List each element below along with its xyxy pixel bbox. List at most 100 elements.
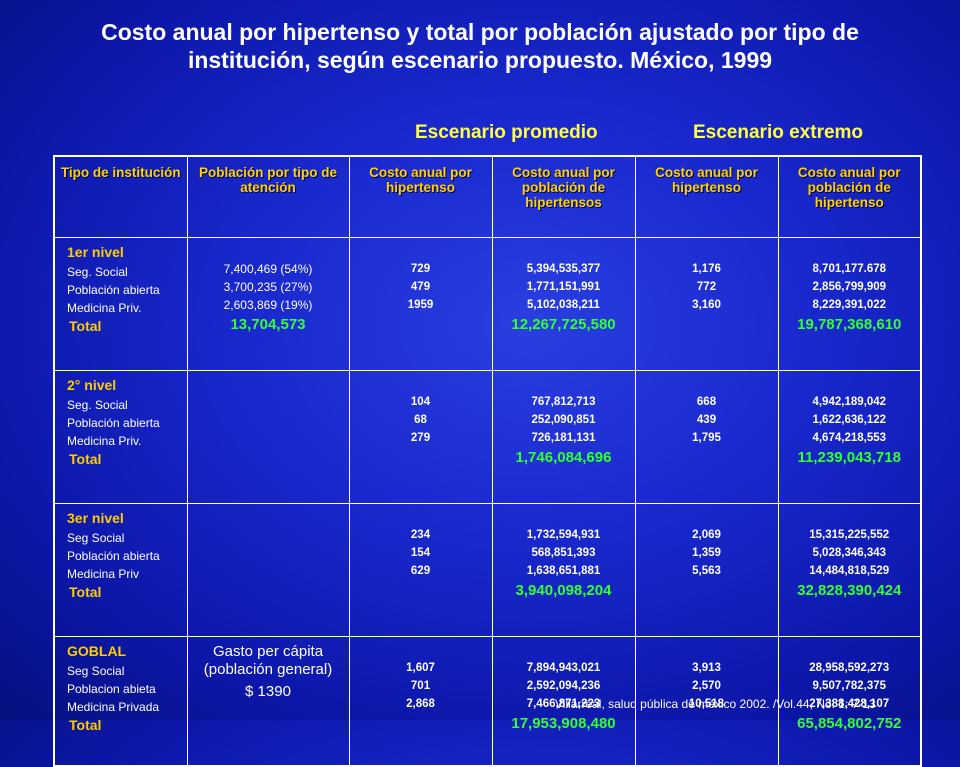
cell-value: 5,394,535,377 — [526, 263, 601, 275]
scenario-promedio-label: Escenario promedio — [415, 122, 598, 143]
prom-costo-cell: 729 479 1959 — [348, 237, 493, 371]
cell-value: 479 — [410, 281, 431, 293]
cell-value: 1,638,651,881 — [526, 565, 601, 577]
table-row-3er-nivel: 3er nivel Seg Social Población abierta M… — [53, 503, 922, 637]
level-cell: 2° nivel Seg. Social Población abierta M… — [53, 370, 188, 504]
cell-value: 1,176 — [692, 263, 721, 275]
cell-total: 19,787,368,610 — [797, 316, 902, 333]
cell-value: 701 — [410, 680, 431, 692]
level-item: Seg Social — [67, 664, 125, 678]
level-total-label: Total — [69, 584, 102, 600]
cell-total: 1,746,084,696 — [515, 449, 612, 466]
cell-value: 154 — [410, 547, 431, 559]
cell-value: 1,622,636,122 — [812, 414, 887, 426]
cell-value: 3,160 — [692, 299, 721, 311]
cell-value: 2,570 — [692, 680, 721, 692]
cell-value: 1,359 — [692, 547, 721, 559]
ext-costo-cell: 2,069 1,359 5,563 — [634, 503, 779, 637]
cell-value: 2,592,094,236 — [526, 680, 601, 692]
cell-value: 2,069 — [692, 529, 721, 541]
ext-costo-cell: 1,176 772 3,160 — [634, 237, 779, 371]
level-item: Seg. Social — [67, 398, 128, 412]
level-item: Poblacion abieta — [67, 682, 156, 696]
cell-value: 439 — [696, 414, 717, 426]
prom-costo-cell: 234 154 629 — [348, 503, 493, 637]
level-item: Población abierta — [67, 549, 160, 563]
level-title: 3er nivel — [67, 510, 124, 526]
level-item: Medicina Priv. — [67, 301, 142, 315]
level-total-label: Total — [69, 451, 102, 467]
cell-value: 7,466,871,223 — [526, 698, 601, 710]
level-total-label: Total — [69, 717, 102, 733]
cell-value: 1,795 — [692, 432, 721, 444]
cell-value: 7,894,943,021 — [526, 662, 601, 674]
prom-pob-cell: 767,812,713 252,090,851 726,181,131 1,74… — [491, 370, 636, 504]
header-row: Tipo de institución Población por tipo d… — [53, 155, 922, 238]
level-item: Medicina Priv. — [67, 434, 142, 448]
header-ext-costo-poblacion: Costo anual por población de hipertenso — [777, 155, 922, 238]
cell-value: 2,868 — [406, 698, 435, 710]
gasto-amount: $ 1390 — [245, 683, 291, 700]
cell-value: 252,090,851 — [531, 414, 596, 426]
cell-value: 8,229,391,022 — [812, 299, 887, 311]
cell-value: 772 — [696, 281, 717, 293]
cell-value: 15,315,225,552 — [809, 529, 890, 541]
cell-total: 17,953,908,480 — [511, 715, 616, 732]
cell-value: 1,771,151,991 — [526, 281, 601, 293]
level-total-label: Total — [69, 318, 102, 334]
cell-total: 11,239,043,718 — [797, 449, 901, 466]
header-tipo-institucion: Tipo de institución — [53, 155, 188, 238]
cell-value: 27,388,428,107 — [809, 698, 890, 710]
level-item: Medicina Priv — [67, 567, 140, 581]
cell-value: 279 — [410, 432, 431, 444]
level-item: Seg. Social — [67, 265, 128, 279]
citation: Villarreal, salud pública de méxico 2002… — [555, 697, 876, 711]
table-row-2-nivel: 2° nivel Seg. Social Población abierta M… — [53, 370, 922, 504]
level-item: Seg Social — [67, 531, 125, 545]
cell-value: 3,913 — [692, 662, 721, 674]
poblacion-cell-empty — [186, 370, 350, 504]
cell-value: 5,563 — [692, 565, 721, 577]
cell-value: 4,674,218,553 — [812, 432, 887, 444]
level-item: Medicina Privada — [67, 700, 160, 714]
cell-value: 729 — [410, 263, 431, 275]
header-poblacion: Población por tipo de atención — [186, 155, 350, 238]
cell-value: 9,507,782,375 — [812, 680, 887, 692]
cell-value: 2,856,799,909 — [812, 281, 887, 293]
level-title: 1er nivel — [67, 244, 124, 260]
cell-total: 65,854,802,752 — [797, 715, 902, 732]
header-ext-costo-hipertenso: Costo anual por hipertenso — [634, 155, 779, 238]
level-cell: 1er nivel Seg. Social Población abierta … — [53, 237, 188, 371]
cell-value: 726,181,131 — [531, 432, 596, 444]
header-prom-costo-poblacion: Costo anual por población de hipertensos — [491, 155, 636, 238]
poblacion-cell: 7,400,469 (54%) 3,700,235 (27%) 2,603,86… — [186, 237, 350, 371]
prom-pob-cell: 1,732,594,931 568,851,393 1,638,651,881 … — [491, 503, 636, 637]
header-prom-costo-hipertenso: Costo anual por hipertenso — [348, 155, 493, 238]
level-item: Población abierta — [67, 416, 160, 430]
poblacion-cell-empty — [186, 503, 350, 637]
ext-costo-cell: 668 439 1,795 — [634, 370, 779, 504]
cell-value: 767,812,713 — [531, 396, 596, 408]
ext-pob-cell: 8,701,177.678 2,856,799,909 8,229,391,02… — [777, 237, 922, 371]
slide-title: Costo anual por hipertenso y total por p… — [101, 19, 859, 73]
cell-total: 3,940,098,204 — [515, 582, 612, 599]
cell-total: 32,828,390,424 — [797, 582, 902, 599]
gasto-label: Gasto per cápita (población general) — [203, 643, 333, 678]
prom-pob-cell: 5,394,535,377 1,771,151,991 5,102,038,21… — [491, 237, 636, 371]
cell-value: 8,701,177.678 — [812, 263, 887, 275]
gasto-per-capita-cell: Gasto per cápita (población general) $ 1… — [186, 636, 350, 767]
cell-value: 629 — [410, 565, 431, 577]
cell-total: 12,267,725,580 — [511, 316, 616, 333]
cell-value: 668 — [696, 396, 717, 408]
cell-value: 1959 — [407, 299, 434, 311]
cell-value: 5,102,038,211 — [527, 299, 600, 311]
level-cell: 3er nivel Seg Social Población abierta M… — [53, 503, 188, 637]
cell-value: 234 — [410, 529, 431, 541]
cell-value: 10,518 — [688, 698, 725, 710]
cell-value: 4,942,189,042 — [812, 396, 887, 408]
level-title: 2° nivel — [67, 377, 117, 393]
poblacion-total: 13,704,573 — [230, 316, 306, 333]
cell-value: 28,958,592,273 — [809, 662, 890, 674]
cell-value: 68 — [414, 414, 427, 426]
prom-costo-cell: 1,607 701 2,868 — [348, 636, 493, 767]
